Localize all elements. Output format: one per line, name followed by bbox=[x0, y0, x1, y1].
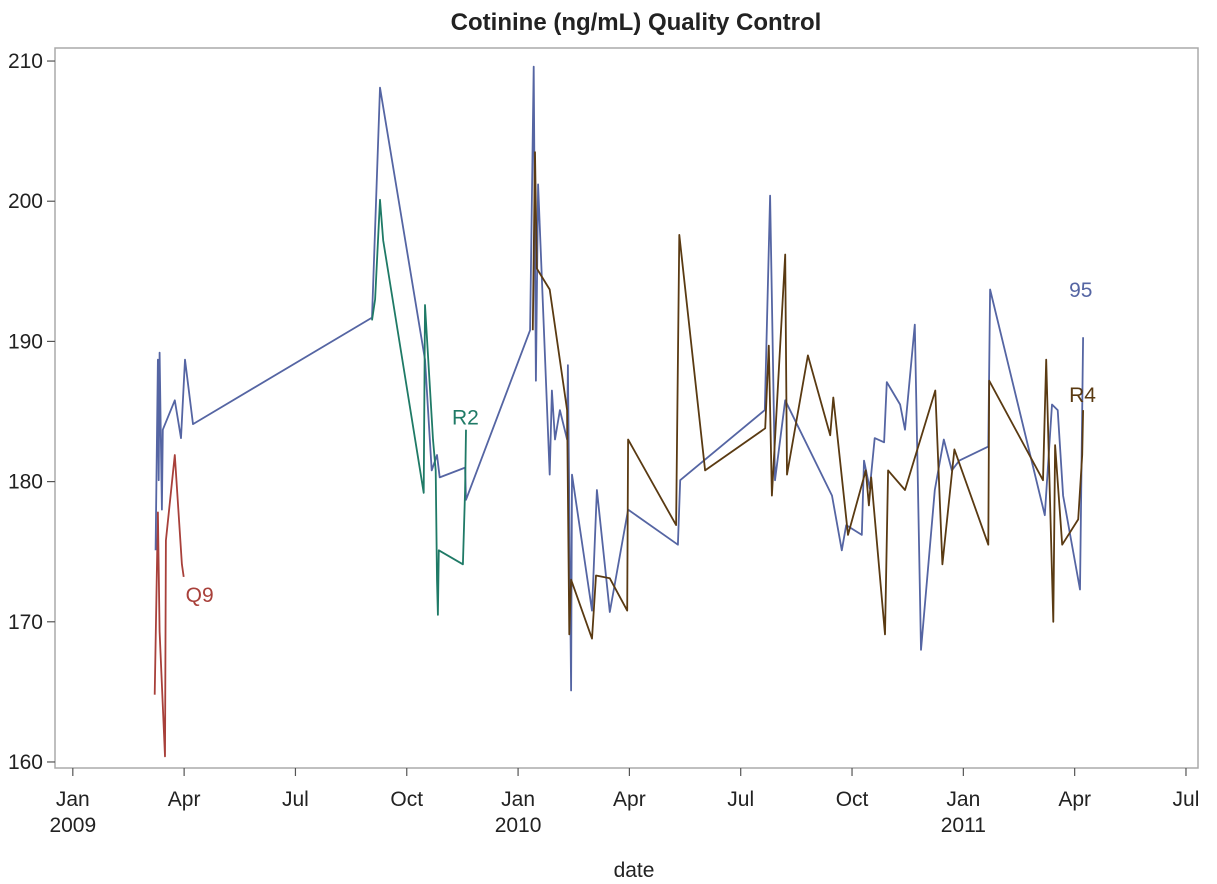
series-line bbox=[154, 65, 1084, 692]
x-tick-label: Apr bbox=[1058, 788, 1091, 811]
series-line bbox=[531, 151, 1084, 640]
x-tick-label: Jul bbox=[282, 788, 309, 811]
series-line bbox=[153, 454, 185, 758]
x-tick-label: Oct bbox=[836, 788, 869, 811]
series-label: 95 bbox=[1069, 279, 1092, 302]
y-tick-label: 180 bbox=[8, 471, 43, 494]
x-tick-label: Jan 2010 bbox=[495, 788, 542, 837]
series-label: R4 bbox=[1069, 384, 1096, 407]
y-tick-label: 170 bbox=[8, 611, 43, 634]
x-tick-label: Oct bbox=[390, 788, 423, 811]
plot-frame bbox=[54, 47, 1199, 769]
series-label: R2 bbox=[452, 407, 479, 430]
x-axis-label: date bbox=[614, 859, 655, 882]
x-tick-label: Jul bbox=[727, 788, 754, 811]
x-tick-label: Jul bbox=[1173, 788, 1200, 811]
y-tick-label: 160 bbox=[8, 751, 43, 774]
chart-title: Cotinine (ng/mL) Quality Control bbox=[451, 9, 822, 36]
y-tick-label: 190 bbox=[8, 330, 43, 353]
x-tick-label: Jan 2011 bbox=[941, 788, 986, 837]
y-tick-label: 210 bbox=[8, 50, 43, 73]
x-tick-label: Apr bbox=[613, 788, 646, 811]
x-tick-label: Apr bbox=[168, 788, 201, 811]
series-line bbox=[371, 198, 467, 616]
series-label: Q9 bbox=[186, 584, 214, 607]
x-tick-label: Jan 2009 bbox=[49, 788, 96, 837]
y-tick-label: 200 bbox=[8, 190, 43, 213]
